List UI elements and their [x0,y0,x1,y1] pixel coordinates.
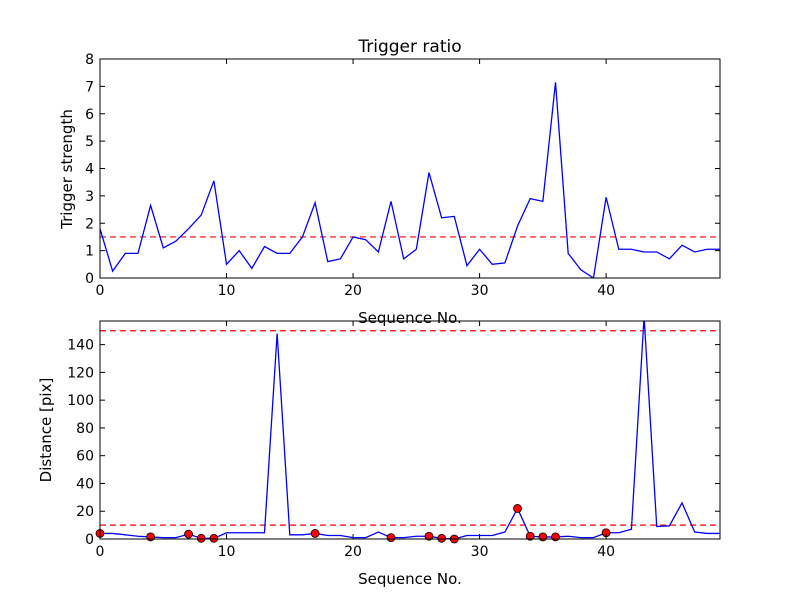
plot-frame [99,58,721,279]
x-tick-label: 30 [471,544,489,560]
x-tick-label: 20 [344,283,362,299]
data-point [551,532,560,542]
y-axis-label: Trigger strength [58,109,76,230]
x-axis-label: Sequence No. [358,309,462,327]
y-tick-label: 6 [85,107,94,123]
x-tick-label: 40 [597,544,615,560]
y-tick-label: 140 [67,338,94,354]
data-point [209,533,219,543]
data-point [424,531,434,541]
y-tick-label: 4 [85,162,94,178]
plot-area [100,82,720,278]
plot-area [100,321,720,539]
data-point [386,533,396,543]
data-point [538,532,548,542]
y-tick-label: 2 [85,216,94,232]
y-tick-label: 7 [85,79,94,95]
y-tick-label: 80 [76,421,94,437]
data-point [146,532,156,542]
series-line-0 [100,321,720,539]
x-tick-label: 10 [218,544,236,560]
x-axis-label: Sequence No. [358,570,462,588]
plot-frame [99,320,721,540]
y-tick-label: 1 [85,244,94,260]
series-line-0 [100,82,720,278]
data-point [513,504,522,513]
x-tick-label: 20 [344,544,362,560]
y-tick-label: 20 [76,504,94,520]
trigger-ratio-chart: Trigger ratio Sequence No. Trigger stren… [58,37,721,327]
y-tick-label: 0 [85,271,94,287]
distance-chart: Sequence No. Distance [pix] 0 10 20 30 40 0 20… [37,320,721,588]
data-point [437,533,447,543]
data-point [310,529,320,538]
y-tick-label: 120 [67,365,94,381]
y-tick-label: 8 [85,52,94,68]
x-tick-label: 30 [471,283,489,299]
data-point [184,529,193,539]
x-tick-label: 0 [96,283,105,299]
y-tick-label: 3 [85,189,94,205]
x-tick-label: 10 [218,283,236,299]
y-axis-label: Distance [pix] [37,378,55,483]
data-point [525,531,535,541]
y-tick-label: 100 [67,393,94,409]
data-point [196,533,206,543]
y-tick-label: 40 [76,476,94,492]
chart-title: Trigger ratio [357,37,461,57]
y-tick-label: 5 [85,134,94,150]
x-tick-label: 0 [96,544,105,560]
y-tick-label: 0 [85,532,94,548]
y-tick-label: 60 [76,449,94,465]
x-tick-label: 40 [597,283,615,299]
